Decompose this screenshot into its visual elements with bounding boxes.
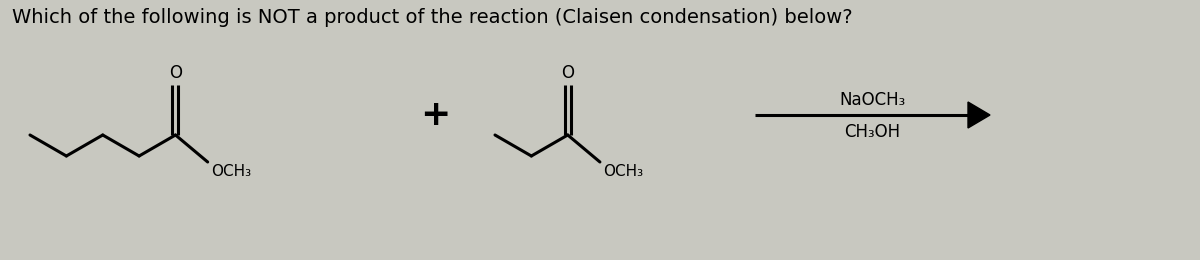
Text: O: O [169,64,182,82]
Text: +: + [420,98,450,132]
Text: O: O [562,64,575,82]
Text: Which of the following is NOT a product of the reaction (Claisen condensation) b: Which of the following is NOT a product … [12,8,853,27]
Text: OCH₃: OCH₃ [602,164,643,179]
Polygon shape [968,102,990,128]
Text: NaOCH₃: NaOCH₃ [839,91,906,109]
Text: CH₃OH: CH₃OH [845,123,900,141]
Text: OCH₃: OCH₃ [211,164,251,179]
